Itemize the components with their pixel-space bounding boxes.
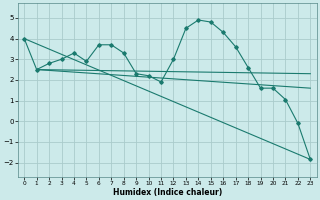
X-axis label: Humidex (Indice chaleur): Humidex (Indice chaleur) — [113, 188, 222, 197]
